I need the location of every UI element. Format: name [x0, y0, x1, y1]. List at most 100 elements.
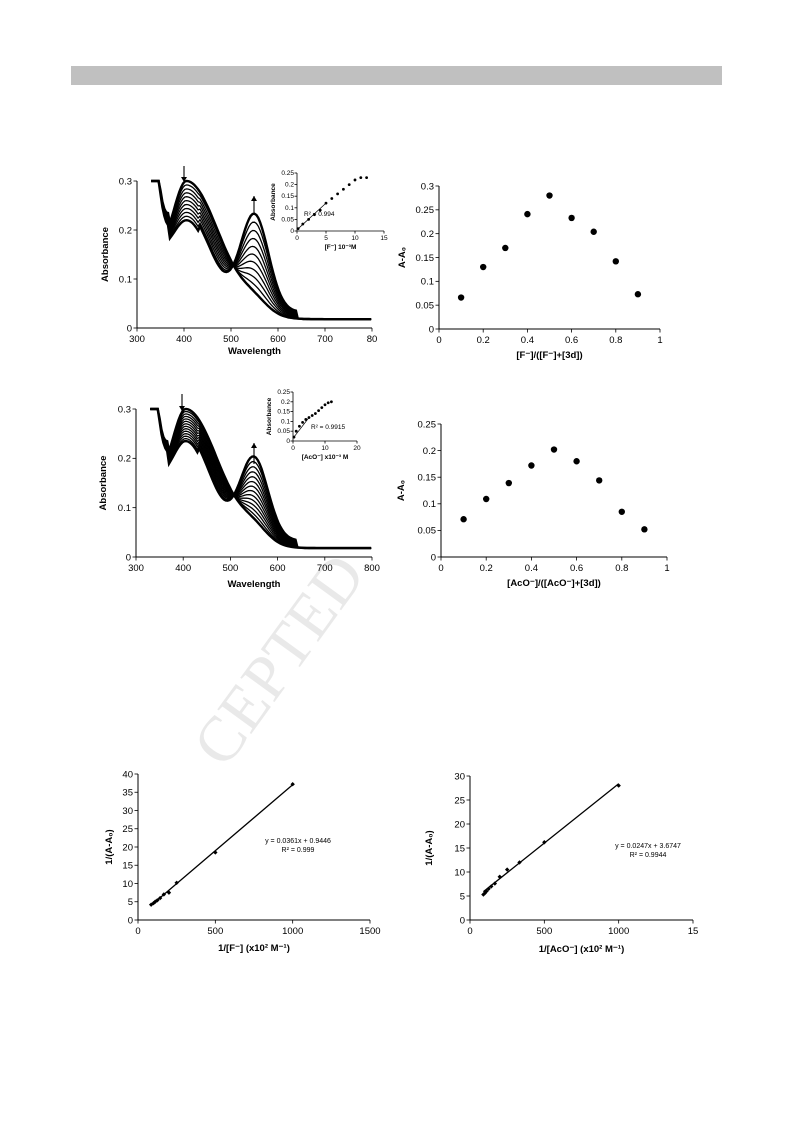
- x-tick-label: 500: [223, 334, 239, 345]
- data-point: [161, 892, 167, 897]
- x-axis-label: Wavelength: [228, 346, 281, 357]
- x-tick-label: 700: [317, 334, 333, 345]
- y-tick-label: 0.25: [277, 389, 290, 396]
- chart-spec-f: 300 400 500 600 700 8000.10.20.3WavelengthAbs…: [100, 166, 388, 357]
- y-tick-label: 0.1: [118, 503, 131, 514]
- chart-bh-f: 0 500 1000 1500 0 5 10 15 20 25 30 35 40 1/[F⁻] (x10²…: [104, 769, 381, 954]
- y-tick-label: 15: [122, 861, 133, 872]
- chart-job-aco: 0 0.2 0.4 0.6 0.8 1 0 0.05 0.1 0.15 0.2 0.25 [AcO⁻]/…: [396, 419, 670, 589]
- inset-fit-line: [293, 417, 310, 438]
- x-tick-label: 10: [351, 235, 359, 242]
- fit-r2: R² = 0.9944: [630, 852, 667, 859]
- spectrum-curve: [151, 179, 372, 321]
- y-tick-label: 0.2: [285, 182, 294, 189]
- x-tick-label: 0: [467, 926, 472, 937]
- x-tick-label: 5: [324, 235, 328, 242]
- data-point: [568, 214, 575, 222]
- inset-r2-label: R² = 0.994: [304, 211, 335, 218]
- trend-arrow-head: [181, 177, 187, 182]
- y-tick-label: 0: [128, 915, 133, 926]
- y-tick-label: 0: [460, 915, 465, 926]
- x-tick-label: 1000: [608, 926, 629, 937]
- data-point: [618, 508, 625, 515]
- y-tick-label: 0.1: [119, 274, 132, 285]
- y-tick-label: 0.05: [416, 300, 435, 311]
- y-tick-label: 35: [122, 788, 133, 799]
- data-point: [213, 850, 218, 855]
- y-tick-label: 0.05: [418, 526, 437, 537]
- data-point: [148, 902, 154, 907]
- data-point: [528, 462, 535, 469]
- inset-point: [336, 192, 339, 196]
- data-point: [542, 840, 547, 845]
- y-tick-label: 0.15: [418, 473, 437, 484]
- data-point: [489, 884, 494, 889]
- inset-fit-line: [297, 202, 327, 229]
- x-axis-label: [AcO⁻] x10⁻³ M: [302, 454, 349, 461]
- data-point: [550, 446, 558, 453]
- x-tick-label: 0.8: [609, 335, 622, 346]
- y-tick-label: 0.2: [118, 454, 131, 465]
- x-tick-label: 300: [128, 563, 144, 574]
- data-point: [483, 495, 490, 503]
- data-point: [492, 881, 498, 886]
- y-tick-label: 15: [454, 843, 465, 854]
- x-tick-label: 15: [688, 926, 699, 937]
- fit-r2: R² = 0.999: [282, 847, 315, 854]
- inset-point: [304, 418, 308, 421]
- y-tick-label: 25: [122, 824, 133, 835]
- y-tick-label: 0.25: [416, 205, 435, 216]
- x-tick-label: 0.6: [565, 335, 578, 346]
- y-axis-label: Absorbance: [98, 456, 109, 511]
- data-point: [174, 880, 179, 885]
- inset-point: [301, 420, 304, 424]
- y-tick-label: 10: [454, 867, 465, 878]
- inset-point: [310, 414, 314, 417]
- x-axis-label: [F⁻] 10⁻³M: [325, 244, 357, 251]
- inset-point: [347, 183, 351, 187]
- x-tick-label: 10: [321, 445, 329, 452]
- fit-line: [482, 783, 620, 893]
- inset-r2-label: R² = 0.9915: [311, 424, 346, 431]
- y-axis-label: 1/(A-A₀): [104, 829, 115, 864]
- y-axis-label: A-A₀: [396, 480, 407, 501]
- x-tick-label: 1000: [282, 926, 303, 937]
- data-point: [481, 892, 486, 897]
- inset-chart: 0 10 20 0 0.05 0.1 0.15 0.2 0.25 [AcO⁻] x10⁻³ M Ab…: [266, 389, 361, 461]
- x-tick-label: 20: [353, 445, 361, 452]
- data-point: [573, 458, 580, 465]
- inset-point: [320, 406, 324, 410]
- inset-point: [330, 197, 334, 200]
- y-tick-label: 20: [122, 842, 133, 853]
- y-tick-label: 0.2: [423, 446, 436, 457]
- inset-point: [342, 187, 345, 191]
- x-tick-label: 500: [536, 926, 552, 937]
- chart-spec-aco: 300 400 500 600 700 800 0 0.1 0.2 0.3 Wavelength Ab…: [98, 389, 380, 590]
- inset-point: [365, 176, 368, 180]
- data-point: [457, 294, 465, 301]
- data-point: [590, 228, 597, 235]
- x-axis-label: [AcO⁻]/([AcO⁻]+[3d]): [507, 578, 601, 589]
- x-tick-label: 0.8: [615, 563, 628, 574]
- y-tick-label: 0: [429, 324, 434, 335]
- y-tick-label: 0.2: [421, 229, 434, 240]
- chart-job-f: 0 0.2 0.4 0.6 0.8 1 0 0.05 0.1 0.15 0.2 0.25 0.3 [F⁻]…: [397, 181, 663, 361]
- y-axis-label: Absorbance: [266, 397, 273, 435]
- x-tick-label: 0.4: [525, 563, 538, 574]
- watermark: CEPTED: [179, 541, 379, 778]
- y-tick-label: 30: [454, 771, 465, 782]
- x-tick-label: 80: [367, 334, 378, 345]
- y-axis-label: A-A₀: [397, 247, 408, 268]
- x-tick-label: 1500: [359, 926, 380, 937]
- data-point: [484, 889, 489, 894]
- x-tick-label: 500: [207, 926, 223, 937]
- y-tick-label: 0.15: [277, 409, 290, 416]
- header-bar: [71, 66, 722, 85]
- y-tick-label: 10: [122, 879, 133, 890]
- y-tick-label: 20: [454, 819, 465, 830]
- x-tick-label: 0.6: [570, 563, 583, 574]
- x-axis-label: 1/[AcO⁻] (x10² M⁻¹): [539, 944, 625, 955]
- y-tick-label: 0: [290, 228, 294, 235]
- inset-point: [323, 403, 327, 407]
- x-tick-label: 1: [657, 335, 662, 346]
